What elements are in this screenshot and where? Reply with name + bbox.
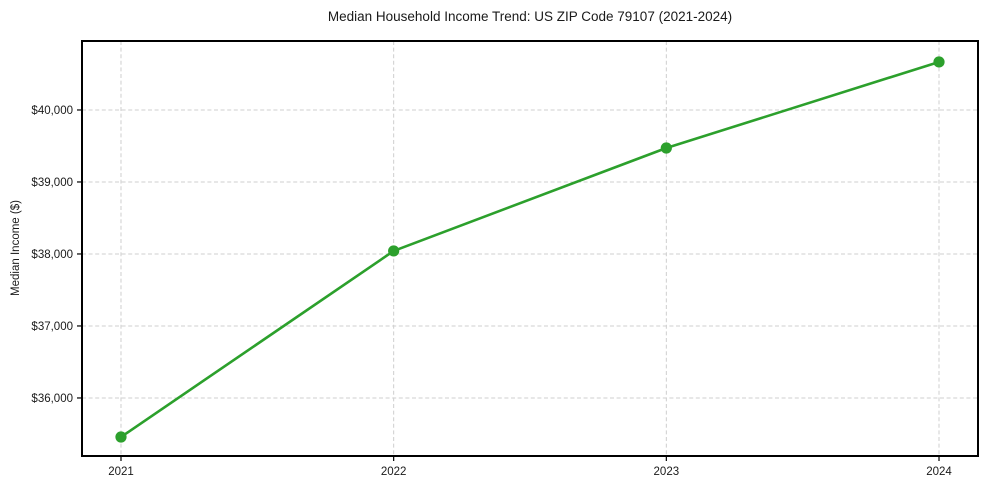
y-tick-label: $39,000 [31, 177, 73, 189]
y-tick-label: $36,000 [31, 393, 73, 405]
chart-title: Median Household Income Trend: US ZIP Co… [327, 9, 733, 24]
data-point-marker [388, 245, 400, 257]
data-point-marker [115, 431, 127, 443]
income-trend-line [119, 60, 941, 439]
x-tick-label: 2022 [381, 466, 407, 478]
y-tick-label: $40,000 [31, 105, 73, 117]
x-tick-label: 2024 [926, 466, 952, 478]
y-tick-label: $38,000 [31, 249, 73, 261]
y-tick-label: $37,000 [31, 321, 73, 333]
plot-border [81, 40, 979, 457]
x-tick-label: 2021 [108, 466, 134, 478]
data-point-marker [933, 56, 945, 68]
data-point-marker [660, 142, 672, 154]
x-tick-label: 2023 [654, 466, 680, 478]
